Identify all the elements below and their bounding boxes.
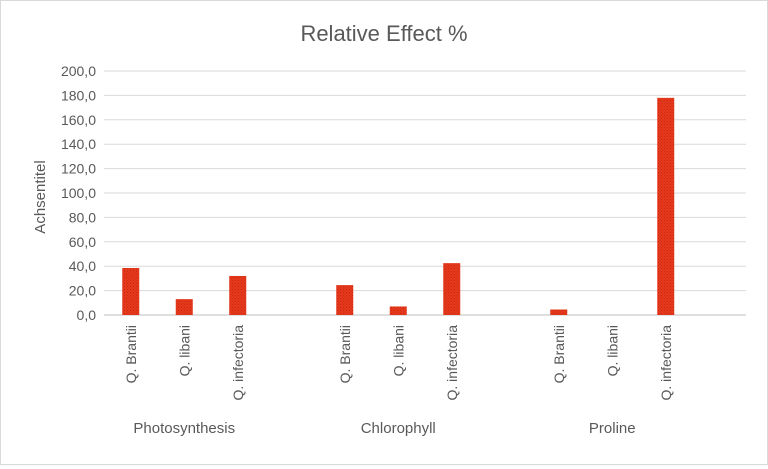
x-group-label: Chlorophyll: [361, 420, 436, 437]
x-category-label: Q. libani: [390, 325, 406, 376]
bar: [550, 309, 568, 315]
y-tick-label: 160,0: [61, 112, 96, 128]
y-tick-label: 80,0: [69, 209, 96, 225]
bar: [175, 299, 193, 315]
y-tick-label: 180,0: [61, 87, 96, 103]
x-category-labels: Q. Brantii Q. libani Q. infectoria Q. Brant…: [123, 325, 674, 401]
y-tick-label: 60,0: [69, 234, 96, 250]
y-axis-label: Achsentitel: [32, 160, 49, 233]
x-category-label: Q. Brantii: [551, 325, 567, 383]
x-group-label: Photosynthesis: [133, 420, 235, 437]
bars: [122, 97, 675, 315]
bar: [389, 306, 407, 315]
x-group-labels: Photosynthesis Chlorophyll Proline: [133, 420, 635, 437]
x-category-label: Q. libani: [604, 325, 620, 376]
y-axis-ticks: 0,0 20,0 40,0 60,0 80,0 100,0 120,0 140,0 160,0 1…: [61, 63, 96, 323]
x-category-label: Q. infectoria: [230, 325, 246, 401]
bar: [443, 263, 461, 315]
bar: [336, 285, 354, 315]
x-category-label: Q. Brantii: [123, 325, 139, 383]
y-tick-label: 100,0: [61, 185, 96, 201]
chart-title: Relative Effect %: [300, 21, 467, 46]
bar: [229, 275, 247, 315]
x-category-label: Q. infectoria: [444, 325, 460, 401]
x-category-label: Q. infectoria: [658, 325, 674, 401]
x-category-label: Q. Brantii: [337, 325, 353, 383]
bar: [122, 268, 140, 315]
y-tick-label: 140,0: [61, 136, 96, 152]
y-tick-label: 0,0: [77, 307, 97, 323]
gridlines: [104, 70, 746, 316]
y-tick-label: 40,0: [69, 258, 96, 274]
x-category-label: Q. libani: [176, 325, 192, 376]
x-group-label: Proline: [589, 420, 636, 437]
y-tick-label: 120,0: [61, 161, 96, 177]
y-tick-label: 200,0: [61, 63, 96, 79]
bar: [657, 97, 675, 315]
y-tick-label: 20,0: [69, 283, 96, 299]
